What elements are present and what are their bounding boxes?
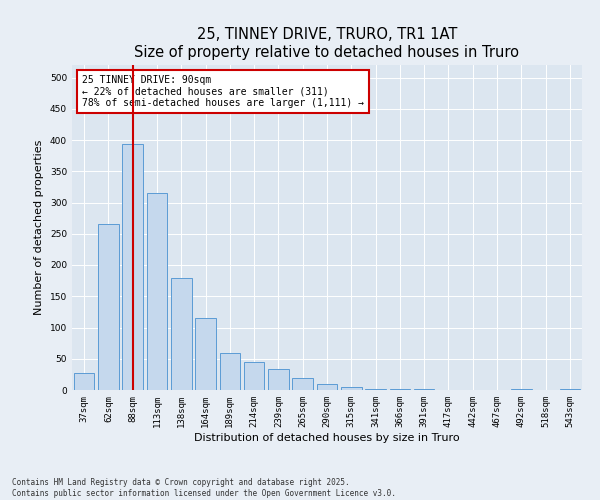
Bar xyxy=(146,193,167,390)
Text: 25 TINNEY DRIVE: 90sqm
← 22% of detached houses are smaller (311)
78% of semi-de: 25 TINNEY DRIVE: 90sqm ← 22% of detached… xyxy=(82,74,364,108)
Bar xyxy=(195,318,216,390)
Text: Contains HM Land Registry data © Crown copyright and database right 2025.
Contai: Contains HM Land Registry data © Crown c… xyxy=(12,478,396,498)
Bar xyxy=(292,378,313,390)
Title: 25, TINNEY DRIVE, TRURO, TR1 1AT
Size of property relative to detached houses in: 25, TINNEY DRIVE, TRURO, TR1 1AT Size of… xyxy=(134,28,520,60)
X-axis label: Distribution of detached houses by size in Truro: Distribution of detached houses by size … xyxy=(194,432,460,442)
Bar xyxy=(74,372,94,390)
Y-axis label: Number of detached properties: Number of detached properties xyxy=(34,140,44,315)
Bar xyxy=(268,370,289,390)
Bar xyxy=(171,278,191,390)
Bar xyxy=(317,384,337,390)
Bar xyxy=(365,389,386,390)
Bar xyxy=(341,387,362,390)
Bar xyxy=(220,352,240,390)
Bar xyxy=(98,224,119,390)
Bar xyxy=(244,362,265,390)
Bar xyxy=(122,144,143,390)
